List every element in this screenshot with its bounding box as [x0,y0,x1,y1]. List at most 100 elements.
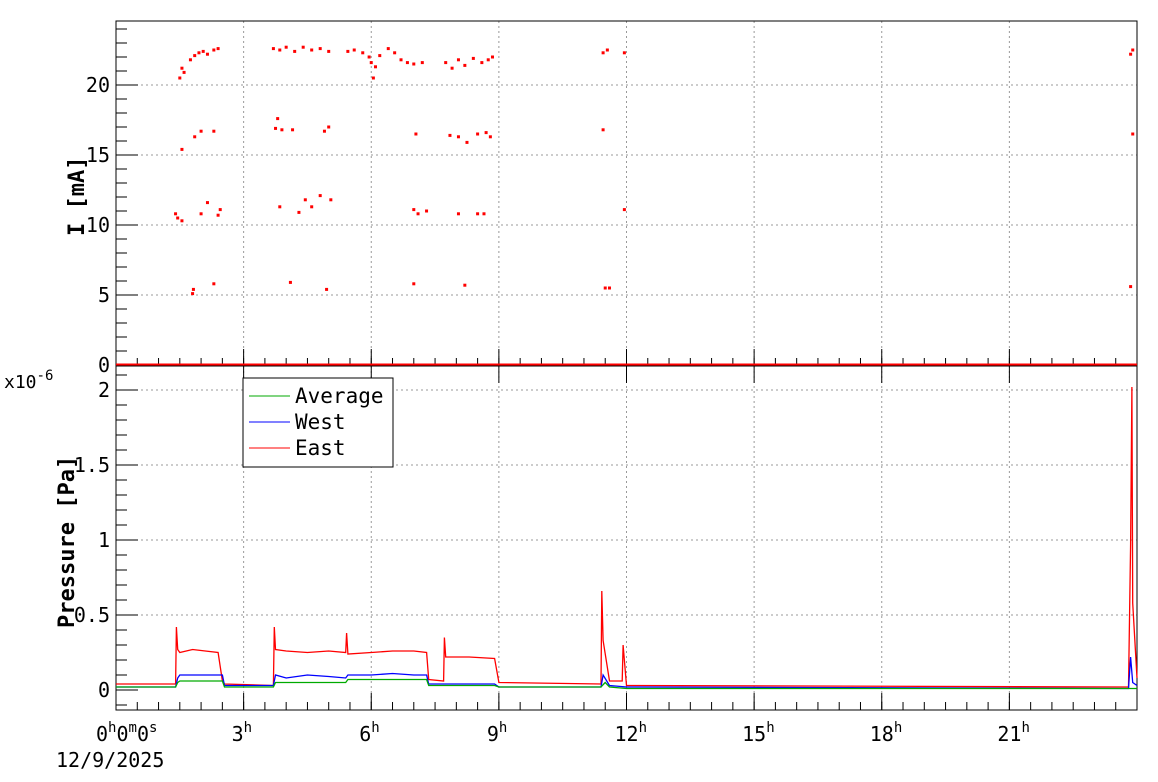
current-data-point [622,51,626,55]
current-data-point [456,135,460,139]
current-data-point [463,283,467,287]
current-panel: 0 5 10 15 20 I [mA] [65,20,1138,377]
current-data-point [346,49,350,53]
current-data-point [191,292,195,296]
current-data-point [216,213,220,217]
legend-east-label: East [295,436,346,460]
current-data-point [361,51,365,55]
pressure-y-tick-label: 1 [98,528,110,552]
current-data-point [420,61,424,65]
current-data-point [371,76,375,80]
current-data-point [191,287,195,291]
x-tick-label: 3h [232,720,252,746]
current-data-point [291,128,295,132]
pressure-y-tick-label: 2 [98,378,110,402]
time-axis-labels: 0h0m0s 12/9/2025 3h 6h 9h 12h 15h 18h 21h [56,720,1030,772]
current-data-point [1129,285,1133,289]
current-data-point [405,61,409,65]
current-data-point [325,287,329,291]
x-tick-label: 21h [997,720,1030,746]
current-data-point [601,51,605,55]
current-data-point [416,212,420,216]
current-data-point [425,209,429,213]
current-data-point [297,210,301,214]
current-data-point [393,51,397,55]
current-data-point [486,58,490,62]
current-data-point [412,62,416,66]
current-gridlines [115,21,1137,366]
current-data-point [182,70,186,74]
current-data-point [176,216,180,220]
current-data-point [456,58,460,62]
current-data-point [303,198,307,202]
current-data-point [212,129,216,133]
pressure-gridlines [115,366,1137,710]
pressure-series-lines [116,386,1138,690]
current-data-point [1131,132,1135,136]
current-data-point [199,212,203,216]
current-data-point [450,66,454,70]
current-data-point [603,286,607,290]
current-data-point [218,208,222,212]
current-data-point [490,55,494,59]
pressure-series-west-line [116,656,1138,690]
current-x-ticks [115,349,1138,366]
current-data-point [280,128,284,132]
current-y-tick-label: 15 [86,143,110,167]
current-data-point [488,135,492,139]
current-y-axis: 0 5 10 15 20 [86,28,138,377]
current-data-point [180,147,184,151]
current-data-point [605,48,609,52]
pressure-y-axis: 0 0.5 1 1.5 2 [74,374,138,706]
x-tick-label: 9h [487,720,507,746]
pressure-y-tick-label: 1.5 [74,453,110,477]
current-data-point [180,219,184,223]
pressure-series-average-line [116,678,1137,690]
current-data-point [374,65,378,69]
current-data-point [444,61,448,65]
x-tick-label: 18h [870,720,903,746]
current-data-point [212,48,216,52]
current-data-point [476,132,480,136]
current-data-point [476,212,480,216]
current-y-tick-label: 5 [98,283,110,307]
current-data-point [193,54,197,58]
current-y-tick-label: 0 [98,353,110,377]
current-data-point [463,63,467,67]
current-data-point [456,212,460,216]
current-data-point [301,45,305,49]
current-data-point [288,280,292,284]
current-data-point [197,51,201,55]
current-data-point [271,47,275,51]
current-data-point [322,129,326,133]
pressure-series-east-line [116,386,1138,688]
pressure-exponent-label: x10-6 [4,368,53,393]
current-data-point [205,201,209,205]
current-data-point [607,286,611,290]
current-data-point [180,66,184,70]
current-data-point [329,198,333,202]
current-data-point [448,133,452,137]
current-data-point [205,52,209,56]
current-data-point [318,47,322,51]
current-data-point [318,194,322,198]
current-y-tick-label: 20 [86,73,110,97]
current-data-point [278,205,282,209]
current-data-point [1129,52,1133,56]
current-data-point [412,208,416,212]
current-data-point [174,212,178,216]
x-tick-label-origin: 0h0m0s [96,720,157,746]
current-data-point [188,58,192,62]
current-data-point [386,47,390,51]
x-tick-label: 6h [359,720,379,746]
current-data-point [378,54,382,58]
current-data-point [471,56,475,60]
current-y-tick-label: 10 [86,213,110,237]
current-data-point [284,45,288,49]
current-data-point [327,125,331,129]
current-data-point [412,282,416,286]
current-data-point [484,131,488,135]
x-tick-label: 12h [615,720,648,746]
current-data-point [369,61,373,65]
